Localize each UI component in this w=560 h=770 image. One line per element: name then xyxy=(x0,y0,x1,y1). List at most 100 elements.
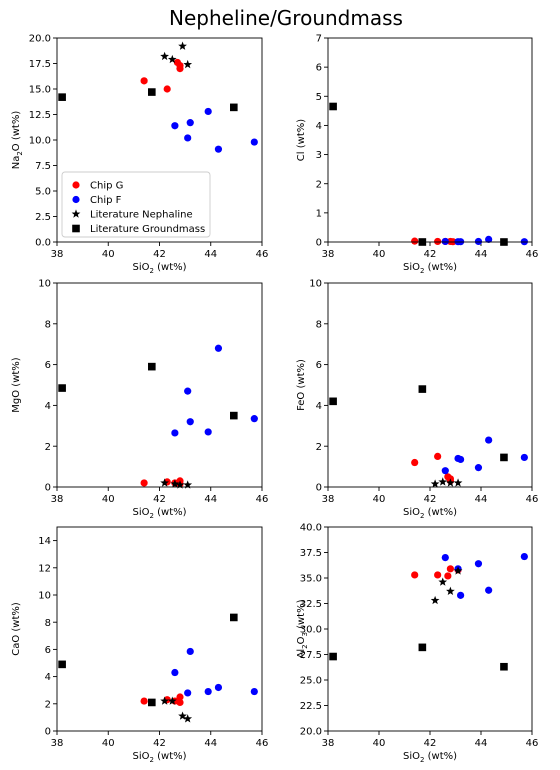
x-tick-label: 46 xyxy=(256,738,269,749)
y-tick-label: 4 xyxy=(45,401,51,412)
x-tick-label: 44 xyxy=(204,494,217,505)
literature-groundmass-point xyxy=(418,385,427,393)
y-tick-label: 6 xyxy=(45,360,51,371)
x-tick-label: 42 xyxy=(153,738,166,749)
chip-f-point xyxy=(485,586,493,594)
chip-f-point xyxy=(520,552,528,561)
y-axis-label: Al2O3 (wt%) xyxy=(296,599,309,658)
chip-f-point xyxy=(457,591,465,599)
chip-f-point xyxy=(186,418,194,426)
y-tick-label: 10 xyxy=(38,279,51,290)
chip-f-point xyxy=(184,387,192,395)
chip-g-point xyxy=(140,479,148,487)
chip-f-point xyxy=(214,344,223,352)
x-tick-label: 38 xyxy=(51,249,64,260)
x-tick-label: 42 xyxy=(424,249,437,260)
y-tick-label: 2 xyxy=(316,179,322,190)
chip-f-point xyxy=(441,237,449,246)
literature-nephaline-point xyxy=(183,59,193,69)
y-axis-label: CaO (wt%) xyxy=(11,602,22,656)
x-axis-label: SiO2 (wt%) xyxy=(132,262,186,275)
y-tick-label: 40.0 xyxy=(300,523,322,534)
x-tick-label: 40 xyxy=(102,738,115,749)
y-tick-label: 8 xyxy=(45,319,51,330)
x-tick-label: 44 xyxy=(204,738,217,749)
y-tick-label: 35.0 xyxy=(300,574,322,585)
legend-label: Chip F xyxy=(90,195,122,206)
y-tick-label: 4 xyxy=(316,121,322,132)
x-tick-label: 42 xyxy=(153,494,166,505)
chip-g-point xyxy=(176,693,184,701)
y-axis-label: MgO (wt%) xyxy=(11,357,22,413)
chip-f-point xyxy=(184,134,192,142)
y-tick-label: 0 xyxy=(316,238,322,249)
chip-f-point xyxy=(214,683,223,692)
x-tick-label: 46 xyxy=(256,494,269,505)
x-tick-label: 40 xyxy=(373,249,386,260)
legend-box xyxy=(61,171,211,238)
literature-nephaline-point xyxy=(160,478,169,487)
y-tick-label: 12 xyxy=(38,563,51,574)
legend-label: Literature Groundmass xyxy=(90,224,205,235)
x-tick-label: 38 xyxy=(322,494,335,505)
x-axis-label: SiO2 (wt%) xyxy=(403,507,457,520)
x-tick-label: 40 xyxy=(102,249,115,260)
literature-nephaline-point xyxy=(430,479,440,488)
chip-f-point xyxy=(485,235,493,243)
y-tick-label: 37.5 xyxy=(300,548,322,559)
literature-nephaline-point xyxy=(438,577,448,586)
y-tick-label: 2 xyxy=(45,442,51,453)
x-tick-label: 46 xyxy=(526,494,539,505)
plot-frame xyxy=(56,526,263,732)
y-tick-label: 2 xyxy=(45,699,51,710)
chip-f-point xyxy=(441,467,449,475)
chip-f-point xyxy=(186,647,194,656)
literature-groundmass-point xyxy=(329,397,337,406)
y-tick-label: 4 xyxy=(316,401,322,412)
chip-f-point xyxy=(474,560,483,568)
chip-f-point xyxy=(250,138,258,146)
x-tick-label: 46 xyxy=(526,738,539,749)
chip-f-point xyxy=(186,119,194,127)
legend-label: Chip G xyxy=(90,181,123,192)
y-axis-label: Na2O (wt%) xyxy=(11,111,24,170)
y-tick-label: 30.0 xyxy=(300,625,322,636)
chip-g-point xyxy=(140,697,148,705)
y-tick-label: 25.0 xyxy=(300,676,322,687)
literature-nephaline-point xyxy=(453,478,463,487)
panel-1: 38 40 42 44 46 0.0 2.5 5.0 7.5 10.0 12.5 15.0 17.5 20… xyxy=(11,34,268,275)
y-tick-label: 0 xyxy=(45,727,51,738)
y-tick-label: 8 xyxy=(45,618,51,629)
literature-groundmass-point xyxy=(148,698,156,707)
chip-f-point xyxy=(485,436,493,444)
y-tick-label: 5.0 xyxy=(35,187,51,198)
chip-g-point xyxy=(411,458,419,467)
literature-groundmass-point xyxy=(500,453,508,462)
chip-f-point xyxy=(474,237,483,246)
literature-nephaline-point xyxy=(178,711,187,720)
chip-g-point xyxy=(411,237,419,245)
y-tick-label: 0 xyxy=(45,483,51,494)
chip-f-point xyxy=(520,453,528,462)
chip-g-point xyxy=(434,452,442,460)
x-tick-label: 40 xyxy=(102,494,115,505)
literature-nephaline-point xyxy=(453,566,463,575)
y-tick-label: 10 xyxy=(38,591,51,602)
literature-groundmass-point xyxy=(329,102,337,111)
x-tick-label: 42 xyxy=(153,249,166,260)
x-axis-label: SiO2 (wt%) xyxy=(403,262,457,275)
y-tick-label: 3 xyxy=(316,150,322,161)
y-tick-label: 17.5 xyxy=(29,59,51,70)
chip-f-point xyxy=(250,687,258,696)
literature-nephaline-point xyxy=(183,714,193,723)
literature-nephaline-point xyxy=(160,696,169,705)
panel-6: 38 40 42 44 46 20.0 22.5 25.0 27.5 30.0 32.5 35.0 37… xyxy=(296,523,538,764)
literature-groundmass-point xyxy=(418,643,427,652)
y-axis-label: Cl (wt%) xyxy=(296,119,307,161)
literature-nephaline-point xyxy=(430,595,440,605)
y-tick-label: 20.0 xyxy=(29,34,51,45)
x-tick-label: 46 xyxy=(256,249,269,260)
chip-f-point xyxy=(171,668,179,677)
